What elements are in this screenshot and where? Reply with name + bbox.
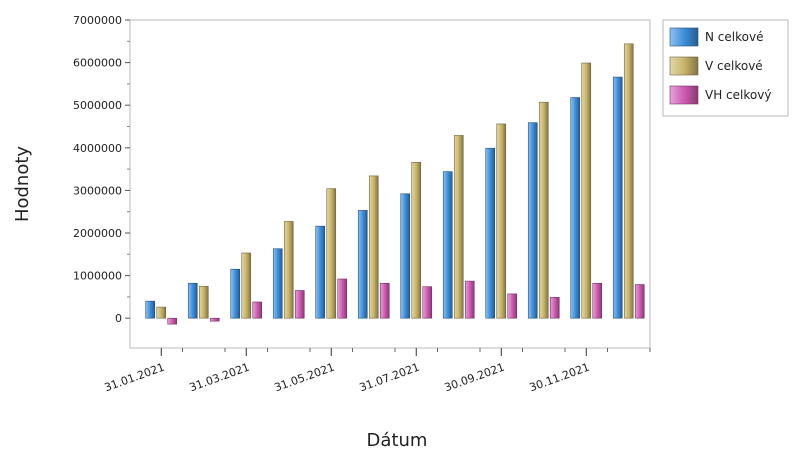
x-axis-title: Dátum <box>367 430 428 451</box>
plot-area <box>129 19 651 349</box>
y-axis: 0 1000000 2000000 3000000 4000000 5000000 6000… <box>73 14 130 325</box>
bar-n-celkové-31.05.2021 <box>315 225 326 319</box>
bar-n-celkové-30.06.2021 <box>357 210 368 319</box>
bar-vh-celkový-31.12.2021 <box>634 284 645 319</box>
legend-swatch <box>669 85 699 105</box>
y-tick-label: 5000000 <box>73 99 122 112</box>
legend-label: V celkové <box>705 59 763 73</box>
bar-vh-celkový-28.02.2021 <box>209 317 220 322</box>
x-tick-label: 31.03.2021 <box>188 361 252 395</box>
bar-vh-celkový-31.03.2021 <box>252 301 263 319</box>
x-axis: 31.01.2021 31.03.2021 31.05.2021 31.07.2021… <box>103 348 651 395</box>
bar-v-celkové-31.05.2021 <box>326 188 337 319</box>
x-tick-label: 30.11.2021 <box>528 361 592 395</box>
bar-vh-celkový-30.06.2021 <box>379 282 390 319</box>
x-tick-label: 30.09.2021 <box>443 361 507 395</box>
bar-v-celkové-30.06.2021 <box>368 175 379 319</box>
bar-v-celkové-31.10.2021 <box>538 101 549 319</box>
bar-v-celkové-31.01.2021 <box>156 306 167 319</box>
bar-n-celkové-31.08.2021 <box>442 171 453 319</box>
bar-v-celkové-30.04.2021 <box>283 221 294 319</box>
x-tick-label: 31.05.2021 <box>273 361 337 395</box>
bar-n-celkové-31.12.2021 <box>612 76 623 319</box>
bar-vh-celkový-30.04.2021 <box>294 290 305 319</box>
bar-vh-celkový-31.07.2021 <box>422 286 433 319</box>
bar-n-celkové-31.10.2021 <box>527 122 538 319</box>
y-tick-label: 4000000 <box>73 142 122 155</box>
bar-vh-celkový-31.01.2021 <box>167 317 178 325</box>
y-tick-label: 1000000 <box>73 270 122 283</box>
bar-n-celkové-28.02.2021 <box>187 282 198 319</box>
bar-v-celkové-28.02.2021 <box>198 285 209 319</box>
y-axis-title: Hodnoty <box>12 146 33 222</box>
y-tick-label: 2000000 <box>73 227 122 240</box>
y-tick-label: 0 <box>115 312 122 325</box>
bar-vh-celkový-31.05.2021 <box>337 278 348 319</box>
bar-vh-celkový-31.08.2021 <box>464 280 475 319</box>
legend-label: VH celkový <box>705 88 771 102</box>
x-tick-label: 31.01.2021 <box>103 361 167 395</box>
bars <box>145 43 645 325</box>
x-tick-label: 31.07.2021 <box>358 361 422 395</box>
legend-swatch <box>669 56 699 76</box>
y-tick-label: 3000000 <box>73 184 122 197</box>
legend-label: N celkové <box>705 30 763 44</box>
bar-n-celkové-30.04.2021 <box>272 248 283 319</box>
bar-n-celkové-30.09.2021 <box>485 147 496 319</box>
bar-n-celkové-31.07.2021 <box>400 193 411 319</box>
bar-vh-celkový-30.09.2021 <box>507 293 518 319</box>
legend-swatch <box>669 27 699 47</box>
bar-v-celkové-30.11.2021 <box>581 62 592 319</box>
bar-n-celkové-30.11.2021 <box>570 97 581 319</box>
bar-v-celkové-31.12.2021 <box>623 43 634 319</box>
y-tick-label: 7000000 <box>73 14 122 27</box>
bar-vh-celkový-31.10.2021 <box>549 297 560 319</box>
bar-vh-celkový-30.11.2021 <box>592 282 603 319</box>
bar-v-celkové-31.07.2021 <box>411 161 422 319</box>
bar-n-celkové-31.03.2021 <box>230 268 241 319</box>
bar-v-celkové-30.09.2021 <box>496 123 507 319</box>
bar-v-celkové-31.03.2021 <box>241 252 252 319</box>
legend: N celkové V celkové VH celkový <box>662 19 789 117</box>
bar-n-celkové-31.01.2021 <box>145 300 156 319</box>
bar-v-celkové-31.08.2021 <box>453 135 464 319</box>
y-tick-label: 6000000 <box>73 57 122 70</box>
